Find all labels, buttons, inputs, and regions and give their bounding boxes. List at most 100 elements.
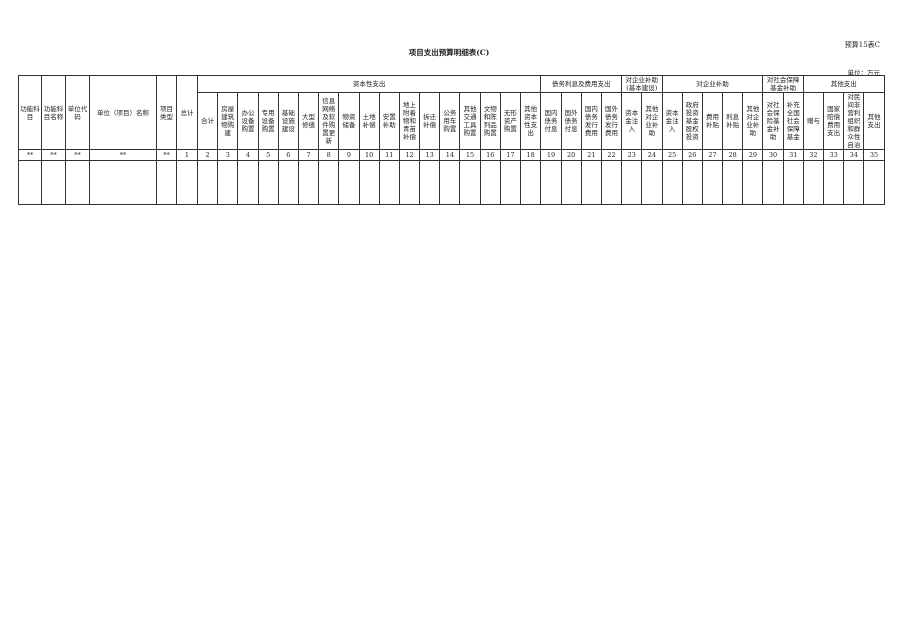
table-cell: [41, 160, 66, 205]
table-cell: [176, 160, 198, 205]
table-cell: [722, 160, 744, 205]
column-number: 9: [338, 149, 360, 161]
unit-label: 单位：万元: [847, 69, 881, 77]
column-number: 33: [823, 149, 845, 161]
column-header: 基础设施建设: [277, 92, 299, 150]
column-number: 14: [439, 149, 461, 161]
column-header: 合计: [196, 92, 219, 150]
table-row: [18, 160, 885, 205]
table-cell: [65, 160, 90, 205]
column-header: 其他对企业补助: [641, 92, 663, 150]
table-cell: [843, 160, 865, 205]
page-title: 项目支出预算明细表(C): [408, 48, 490, 57]
table-cell: [540, 160, 562, 205]
table-cell: [641, 160, 663, 205]
column-number: 4: [237, 149, 259, 161]
table-cell: [237, 160, 259, 205]
column-number: 30: [762, 149, 784, 161]
group-header-row: 功能科目 功能科目名称 单位代码 单位（项目）名称 项目类型 总计 资本性支出 债务利息及费用…: [18, 75, 885, 150]
column-number: 6: [277, 149, 299, 161]
column-number: 15: [459, 149, 481, 161]
table-cell: [762, 160, 784, 205]
column-number: **: [156, 149, 177, 161]
table-cell: [519, 160, 542, 205]
column-number: 11: [378, 149, 400, 161]
column-header: 单位代码: [65, 75, 90, 150]
column-number: 16: [479, 149, 501, 161]
column-header: 国内债务付息: [540, 92, 562, 150]
column-header: 安置补助: [378, 92, 400, 150]
table-cell: [419, 160, 441, 205]
table-cell: [499, 160, 522, 205]
table-cell: [823, 160, 845, 205]
column-header: 对民间非营利组织和群众性自治: [843, 92, 865, 150]
column-number: 18: [519, 149, 542, 161]
column-number: 27: [701, 149, 724, 161]
column-header: 办公设备购置: [237, 92, 259, 150]
column-header: 补充全国社会保障基金: [782, 92, 804, 150]
table-cell: [459, 160, 481, 205]
column-header: 资本金注入: [661, 92, 683, 150]
column-header: 国家赔偿费用支出: [823, 92, 845, 150]
column-number: 29: [742, 149, 764, 161]
column-number: 19: [540, 149, 562, 161]
table-cell: [18, 160, 42, 205]
table-cell: [742, 160, 764, 205]
column-header: 功能科目名称: [41, 75, 66, 150]
table-cell: [156, 160, 177, 205]
column-header: 其他对企业补助: [742, 92, 764, 150]
column-number: 17: [499, 149, 522, 161]
group-header: 资本性支出: [196, 75, 542, 93]
table-cell: [600, 160, 623, 205]
column-number: **: [65, 149, 90, 161]
table-cell: [802, 160, 825, 205]
column-header: 政府投资基金股权投资: [681, 92, 703, 150]
table-cell: [580, 160, 602, 205]
column-header: 拆迁补偿: [419, 92, 441, 150]
column-header: 对社会保险基金补助: [762, 92, 784, 150]
column-number: **: [89, 149, 157, 161]
column-number: 12: [398, 149, 421, 161]
table-cell: [217, 160, 239, 205]
column-number: 21: [580, 149, 602, 161]
column-header: 其他资本性支出: [519, 92, 542, 150]
column-header: 物资储备: [338, 92, 360, 150]
column-number: 34: [843, 149, 865, 161]
table-cell: [439, 160, 461, 205]
table-cell: [782, 160, 804, 205]
column-number: 24: [641, 149, 663, 161]
group-header: 其他支出: [802, 75, 885, 93]
column-number: 10: [358, 149, 380, 161]
table-cell: [398, 160, 421, 205]
column-number: 22: [600, 149, 623, 161]
column-header: 利息补贴: [722, 92, 744, 150]
table-cell: [318, 160, 340, 205]
column-header: 其他交通工具购置: [459, 92, 481, 150]
column-header: 地上附着物和青苗补偿: [398, 92, 421, 150]
column-number: 13: [419, 149, 441, 161]
column-header: 资本金注入: [621, 92, 643, 150]
table-cell: [479, 160, 501, 205]
table-cell: [701, 160, 724, 205]
table-cell: [297, 160, 320, 205]
column-number: **: [41, 149, 66, 161]
column-header: 总计: [176, 75, 198, 150]
table-cell: [378, 160, 400, 205]
column-header: 赠与: [802, 92, 825, 150]
column-number: 1: [176, 149, 198, 161]
table-cell: [196, 160, 219, 205]
table-cell: [681, 160, 703, 205]
column-header: 房屋建筑物购建: [217, 92, 239, 150]
column-header: 专用设备购置: [257, 92, 279, 150]
budget-table: 功能科目 功能科目名称 单位代码 单位（项目）名称 项目类型 总计 资本性支出 债务利息及费用…: [18, 75, 885, 205]
table-cell: [560, 160, 582, 205]
column-header: 项目类型: [156, 75, 177, 150]
column-number: 8: [318, 149, 340, 161]
table-cell: [661, 160, 683, 205]
column-number: 7: [297, 149, 320, 161]
column-header: 国外债务付息: [560, 92, 582, 150]
column-number: 31: [782, 149, 804, 161]
column-header: 文物和陈列品购置: [479, 92, 501, 150]
group-header: 对企业补助: [661, 75, 764, 93]
column-number: 32: [802, 149, 825, 161]
